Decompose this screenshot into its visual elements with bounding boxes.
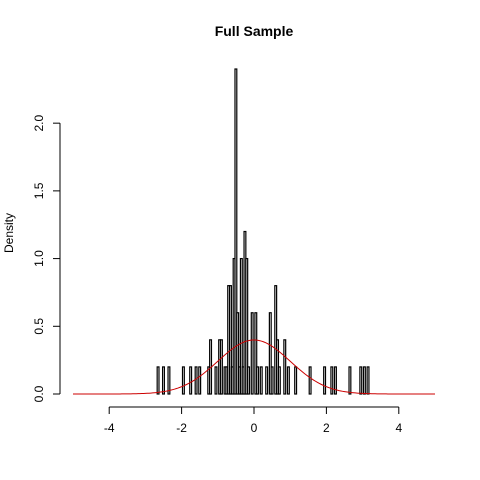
histogram-bar [228, 285, 232, 395]
y-axis-label: Density [2, 213, 16, 253]
normal-density-curve [73, 339, 435, 395]
histogram-bar [250, 312, 254, 395]
histogram-bars [156, 68, 370, 395]
y-tick-label: 0.5 [32, 318, 46, 335]
x-tick-label: 4 [395, 421, 402, 435]
chart-title: Full Sample [215, 23, 294, 39]
histogram-bar [247, 366, 251, 395]
histogram-bar [198, 366, 202, 395]
histogram-bar [161, 366, 165, 395]
histogram-bar [245, 257, 249, 395]
histogram-bar [330, 366, 334, 395]
histogram-bar [362, 366, 366, 395]
y-axis: 0.0 0.5 1.0 1.5 2.0 [32, 115, 61, 402]
histogram-bar [366, 366, 370, 395]
histogram-bar [294, 366, 298, 395]
y-tick-label: 1.0 [32, 250, 46, 267]
x-axis: -4 -2 0 2 4 [104, 406, 402, 435]
histogram-bar [268, 312, 272, 395]
x-tick-label: -4 [104, 421, 115, 435]
histogram-bar [236, 312, 240, 395]
histogram-bar [333, 366, 337, 395]
x-tick-label: -2 [176, 421, 187, 435]
histogram-bar [256, 366, 260, 395]
histogram-bar [286, 366, 290, 395]
x-tick-label: 0 [251, 421, 258, 435]
histogram-bar [283, 339, 287, 395]
histogram-bar [181, 366, 185, 395]
y-tick-label: 0.0 [32, 385, 46, 402]
histogram-bar [239, 257, 243, 395]
histogram-bar [234, 68, 238, 395]
histogram-bar [348, 366, 352, 395]
y-tick-label: 1.5 [32, 182, 46, 199]
histogram-bar [323, 366, 327, 395]
histogram-bar [189, 366, 193, 395]
histogram-bar [270, 366, 274, 395]
histogram-bar [308, 366, 312, 395]
histogram-bar [359, 366, 363, 395]
histogram-bar [277, 366, 281, 395]
x-tick-label: 2 [323, 421, 330, 435]
histogram-bar [194, 366, 198, 395]
histogram-bar [156, 366, 160, 395]
histogram-bar [254, 312, 258, 395]
histogram-bar [167, 366, 171, 395]
histogram-bar [265, 366, 269, 395]
histogram-bar [219, 339, 223, 395]
y-tick-label: 2.0 [32, 115, 46, 132]
histogram-bar [259, 366, 263, 395]
histogram-bar [214, 366, 218, 395]
